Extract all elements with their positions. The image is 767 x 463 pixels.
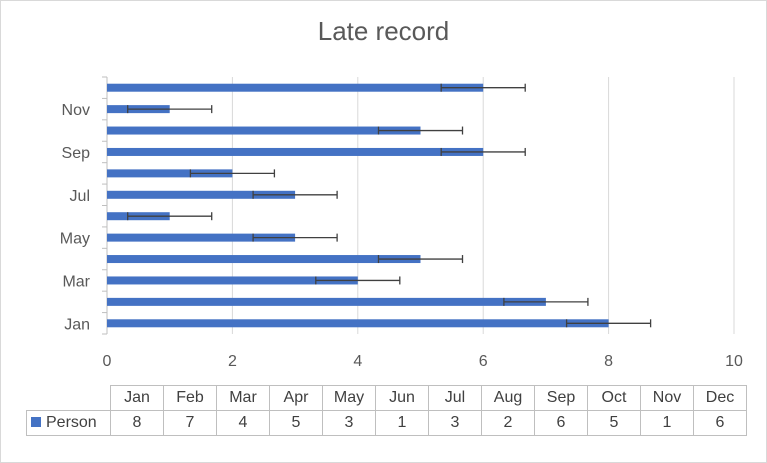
x-tick-label-10: 10 bbox=[725, 353, 743, 370]
data-table-series-name: Person bbox=[26, 410, 111, 436]
legend-label: Person bbox=[46, 414, 97, 431]
bar-aug bbox=[107, 169, 233, 178]
x-tick-label-6: 6 bbox=[479, 353, 488, 370]
y-tick-label-jul: Jul bbox=[70, 188, 90, 205]
x-tick-label-8: 8 bbox=[604, 353, 613, 370]
bar-sep bbox=[107, 147, 484, 156]
y-tick-label-sep: Sep bbox=[62, 145, 91, 162]
bar-apr bbox=[107, 255, 421, 264]
data-table-value-apr: 5 bbox=[269, 410, 323, 436]
data-table-month-dec: Dec bbox=[693, 385, 747, 411]
data-table-value-nov: 1 bbox=[640, 410, 694, 436]
y-tick-label-nov: Nov bbox=[62, 102, 90, 119]
data-table-value-jul: 3 bbox=[428, 410, 482, 436]
y-tick-label-mar: Mar bbox=[62, 273, 90, 290]
data-table-value-oct: 5 bbox=[587, 410, 641, 436]
data-table-month-jun: Jun bbox=[375, 385, 429, 411]
data-table-month-aug: Aug bbox=[481, 385, 535, 411]
data-table-month-may: May bbox=[322, 385, 376, 411]
data-table-value-mar: 4 bbox=[216, 410, 270, 436]
bar-oct bbox=[107, 126, 421, 135]
x-tick-label-2: 2 bbox=[228, 353, 237, 370]
data-table-value-jan: 8 bbox=[110, 410, 164, 436]
bar-jul bbox=[107, 190, 296, 199]
x-tick-label-0: 0 bbox=[103, 353, 112, 370]
data-table-month-jul: Jul bbox=[428, 385, 482, 411]
data-table-month-jan: Jan bbox=[110, 385, 164, 411]
data-table-value-jun: 1 bbox=[375, 410, 429, 436]
data-table-corner bbox=[26, 385, 111, 411]
y-tick-label-may: May bbox=[60, 231, 90, 248]
data-table-month-oct: Oct bbox=[587, 385, 641, 411]
bar-feb bbox=[107, 297, 546, 306]
bar-mar bbox=[107, 276, 358, 285]
bar-may bbox=[107, 233, 296, 242]
bar-dec bbox=[107, 83, 484, 92]
data-table-value-feb: 7 bbox=[163, 410, 217, 436]
data-table-value-aug: 2 bbox=[481, 410, 535, 436]
data-table-header-row: Jan Feb Mar Apr May Jun Jul Aug Sep Oct Nov Dec bbox=[26, 385, 747, 411]
data-table-month-feb: Feb bbox=[163, 385, 217, 411]
data-table-value-may: 3 bbox=[322, 410, 376, 436]
data-table-month-nov: Nov bbox=[640, 385, 694, 411]
legend-key bbox=[31, 417, 41, 427]
data-table-value-dec: 6 bbox=[693, 410, 747, 436]
data-table-month-sep: Sep bbox=[534, 385, 588, 411]
data-table-month-mar: Mar bbox=[216, 385, 270, 411]
y-tick-label-jan: Jan bbox=[64, 316, 90, 333]
bar-jan bbox=[107, 319, 609, 328]
data-table: Jan Feb Mar Apr May Jun Jul Aug Sep Oct Nov Dec Per… bbox=[26, 385, 747, 436]
data-table-value-sep: 6 bbox=[534, 410, 588, 436]
x-tick-label-4: 4 bbox=[353, 353, 362, 370]
chart-title: Late record bbox=[317, 16, 450, 46]
data-table-month-apr: Apr bbox=[269, 385, 323, 411]
